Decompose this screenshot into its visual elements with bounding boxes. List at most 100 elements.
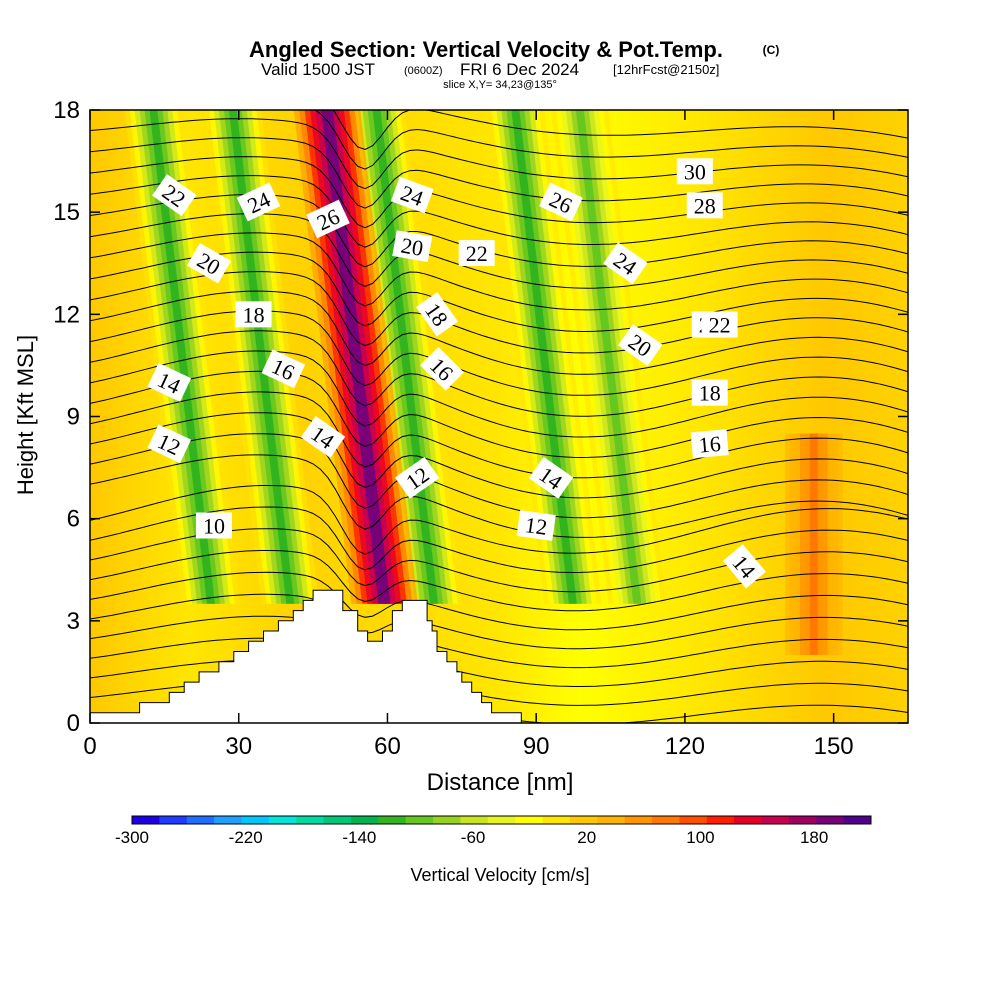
pot-temp-label-box [676,158,713,185]
x-tick-label: 120 [665,733,705,760]
vv-band [809,433,818,655]
y-tick-label: 18 [53,97,80,124]
isentrope [90,370,908,459]
colorbar-swatch [652,816,680,824]
pot-temp-label: 18 [691,379,728,406]
pot-temp-label: 30 [676,158,713,185]
chart-title: Angled Section: Vertical Velocity & Pot.… [249,37,723,62]
isentrope [90,550,908,612]
colorbar-swatch [460,816,489,824]
pot-temp-label: 20 [392,230,433,263]
isentrope [90,506,908,574]
isentrope [90,156,908,229]
pot-temp-label-box [152,174,197,217]
colorbar-swatch [624,816,653,824]
isentrope [90,118,908,190]
isentrope [90,213,908,289]
pot-temp-label-box [392,230,433,263]
isentrope [90,485,908,555]
isentrope [90,571,908,631]
colorbar-swatch [816,816,845,824]
terrain [90,589,908,723]
pot-temp-label-text: 16 [698,431,722,458]
pot-temp-label-box [195,512,232,539]
plot-area: 1012121214141414161616181818202020202222… [90,110,908,723]
pot-temp-label: 22 [701,311,738,338]
isentrope [90,290,908,375]
pot-temp-label-box [394,456,440,499]
isentrope [314,110,908,170]
colorbar-swatch [706,816,735,824]
isentrope [90,194,908,268]
isentrope [90,310,908,396]
y-tick-label: 3 [67,608,80,635]
valid-run: [12hrFcst@2150z] [613,62,719,77]
pot-temp-label-box [147,363,192,402]
isentrope [90,637,908,687]
isentrope [90,330,908,417]
pot-temp-label-box [690,429,729,459]
pot-temp-label-box [186,242,232,284]
pot-temp-label-box [528,456,574,499]
pot-temp-label-box [701,311,738,338]
pot-temp-label-text: 28 [694,193,716,218]
pot-temp-label-box [691,379,728,406]
vv-band [575,110,642,604]
colorbar-tick-label: 20 [577,828,596,847]
y-axis: 0 3 6 9 12 15 18 [53,97,908,737]
x-tick-label: 90 [523,733,550,760]
pot-temp-label-box [300,415,346,458]
isentrope [90,251,908,332]
colorbar-swatch [268,816,297,824]
pot-temp-label: 18 [235,301,272,328]
pot-temp-label: 12 [516,510,556,541]
colorbar-swatch [323,816,352,824]
pot-temp-label-box [618,324,663,366]
colorbar-swatch [515,816,544,824]
y-tick-label: 9 [67,404,80,431]
colorbar-swatch [159,816,188,824]
colorbar-swatch [186,816,215,824]
colorbar-frame [131,815,872,825]
pot-temp-label-text: 18 [243,302,265,327]
x-tick-label: 150 [814,733,854,760]
pot-temp-label-box [420,346,464,391]
x-axis: 0 30 60 90 120 150 [83,110,854,760]
colorbar-swatch [569,816,598,824]
y-tick-label: 15 [53,199,80,226]
pot-temp-label-box [147,424,192,464]
isentrope [90,454,908,538]
pot-temp-label-text: 20 [399,232,425,260]
pot-temp-label: 16 [690,429,729,459]
colorbar-swatch [679,816,708,824]
x-tick-label: 0 [83,733,96,760]
isentrope [90,175,908,248]
colorbar-swatch [405,816,434,824]
slice-info: slice X,Y= 34,23@135° [443,79,557,91]
colorbar-swatch [296,816,325,824]
pot-temp-label-box [416,292,459,337]
pot-temp-label-text: 22 [466,241,488,266]
pot-temp-label-box [306,199,350,239]
valid-date: FRI 6 Dec 2024 [460,60,579,79]
colorbar-tick-label: -140 [342,828,376,847]
y-tick-label: 12 [53,301,80,328]
colorbar-tick-label: -300 [115,828,149,847]
pot-temp-label-text: 18 [699,381,721,406]
colorbar-swatch [788,816,817,824]
isentrope [90,232,908,311]
pot-temp-label-text: 22 [709,313,731,338]
colorbar-swatch [843,816,872,824]
colorbar-tick-label: 180 [800,828,828,847]
pot-temp-label-text: 10 [203,513,225,538]
colorbar-tick-label: -220 [229,828,263,847]
pot-temp-label: 28 [686,192,723,219]
x-tick-label: 30 [225,733,252,760]
colorbar-swatch [132,816,160,824]
isentrope [90,391,908,479]
isentrope [90,593,908,650]
y-tick-label: 6 [67,506,80,533]
colorbar-swatch [597,816,626,824]
pot-temp-label-box [236,182,281,222]
